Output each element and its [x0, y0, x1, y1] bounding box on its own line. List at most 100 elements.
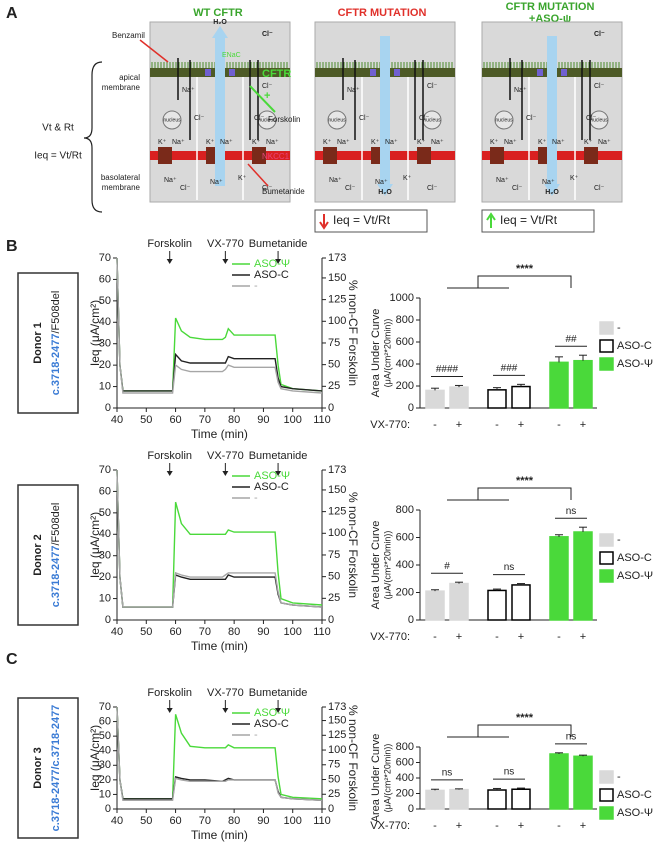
allele: /F508del — [50, 291, 62, 334]
nucleus-label: nucleus — [590, 117, 608, 123]
y-tick-label: 1000 — [390, 292, 414, 304]
panel-label: B — [6, 238, 18, 255]
water-arrow-head — [212, 26, 228, 38]
category-label: - — [495, 419, 499, 431]
event-label: VX-770 — [207, 687, 244, 699]
sig-label: # — [444, 561, 450, 572]
y-tick-label: 60 — [99, 485, 111, 497]
category-label: + — [580, 820, 586, 832]
nucleus-label: nucleus — [258, 117, 276, 123]
channel-label: ENaC — [222, 52, 241, 59]
inhibit-line — [247, 163, 269, 187]
legend-swatch — [599, 339, 614, 353]
legend-label: ASO-C — [617, 340, 652, 352]
ion-label: K⁺ — [584, 139, 593, 146]
water-arrow-head — [544, 184, 560, 196]
category-axis-label: VX-770: — [370, 820, 410, 832]
y-tick-label: 30 — [99, 550, 111, 562]
sig-label: **** — [516, 712, 534, 724]
y-tick-label: 0 — [408, 614, 414, 626]
drug-label: Benzamil — [112, 31, 145, 40]
brace — [83, 61, 103, 213]
ion-label: K⁺ — [417, 139, 426, 146]
y2-tick-label: 150 — [328, 484, 346, 496]
legend-label: - — [254, 729, 258, 741]
ion-label: Cl⁻ — [526, 115, 537, 122]
y-tick-label: 400 — [396, 559, 414, 571]
y2-tick-label: 25 — [328, 592, 340, 604]
channel — [205, 69, 211, 76]
ion-label: K⁺ — [371, 139, 380, 146]
nucleus-label: nucleus — [163, 117, 181, 123]
y-tick-label: 0 — [408, 803, 414, 815]
y2-tick-label: 125 — [328, 729, 346, 741]
legend-swatch — [599, 770, 614, 784]
event-arrow-head — [166, 471, 173, 476]
y2-tick-label: 100 — [328, 315, 346, 327]
donor-genotype: c.3718-2477/F508del — [50, 503, 62, 608]
ion-label: Na⁺ — [542, 179, 555, 186]
ion-label: K⁺ — [238, 175, 247, 182]
bar — [425, 590, 445, 621]
x-tick-label: 100 — [284, 815, 302, 827]
y2-tick-label: 173 — [328, 252, 346, 264]
diagram-title: CFTR MUTATION — [338, 7, 427, 19]
series-line — [116, 706, 323, 800]
bar — [573, 531, 593, 621]
ion-label: Cl⁻ — [427, 185, 438, 192]
channel — [537, 69, 543, 76]
legend-label: ASO-Ψ — [617, 358, 653, 370]
x-tick-label: 100 — [284, 626, 302, 638]
ion-label: Na⁺ — [220, 139, 233, 146]
category-label: - — [433, 631, 437, 643]
event-arrow-head — [275, 259, 282, 264]
y-axis-label: (μA/(cm²*20min)) — [382, 531, 392, 600]
nucleus-label: nucleus — [495, 117, 513, 123]
series-line — [116, 706, 323, 801]
category-label: + — [580, 631, 586, 643]
ion-label: K⁺ — [206, 139, 215, 146]
legend-swatch — [599, 806, 614, 820]
legend-swatch — [599, 569, 614, 583]
channel — [394, 69, 400, 76]
water-label: H₂O — [378, 189, 392, 196]
y2-axis-label: % non-CF Forskolin — [346, 705, 360, 811]
sig-label: **** — [516, 475, 534, 487]
transporter — [158, 147, 172, 164]
event-label: Bumetanide — [249, 450, 308, 462]
event-label: Bumetanide — [249, 687, 308, 699]
legend-label: - — [617, 534, 621, 546]
bar — [449, 788, 469, 810]
x-tick-label: 100 — [284, 414, 302, 426]
sig-label: **** — [516, 263, 534, 275]
x-tick-label: 50 — [140, 626, 152, 638]
y-tick-label: 30 — [99, 759, 111, 771]
y-axis-label: Area Under Curve — [370, 309, 382, 398]
x-tick-label: 80 — [228, 414, 240, 426]
ion-label: Cl⁻ — [594, 83, 605, 90]
y2-tick-label: 173 — [328, 464, 346, 476]
x-tick-label: 90 — [257, 414, 269, 426]
bar — [511, 788, 531, 810]
y-tick-label: 600 — [396, 756, 414, 768]
legend-swatch — [599, 357, 614, 371]
ion-label: K⁺ — [158, 139, 167, 146]
bar — [487, 589, 507, 621]
x-tick-label: 110 — [313, 626, 331, 638]
event-arrow-head — [166, 259, 173, 264]
ion-label: Na⁺ — [496, 177, 509, 184]
donor-box — [17, 272, 79, 414]
y-tick-label: 0 — [105, 402, 111, 414]
y-tick-label: 40 — [99, 316, 111, 328]
category-label: + — [518, 631, 524, 643]
x-tick-label: 60 — [169, 414, 181, 426]
bar — [573, 359, 593, 409]
y-tick-label: 600 — [396, 531, 414, 543]
bar — [511, 584, 531, 621]
bar — [549, 753, 569, 810]
ion-label: Na⁺ — [375, 179, 388, 186]
bar — [425, 789, 445, 810]
y-axis-label: Ieq (μA/cm²) — [88, 512, 102, 578]
